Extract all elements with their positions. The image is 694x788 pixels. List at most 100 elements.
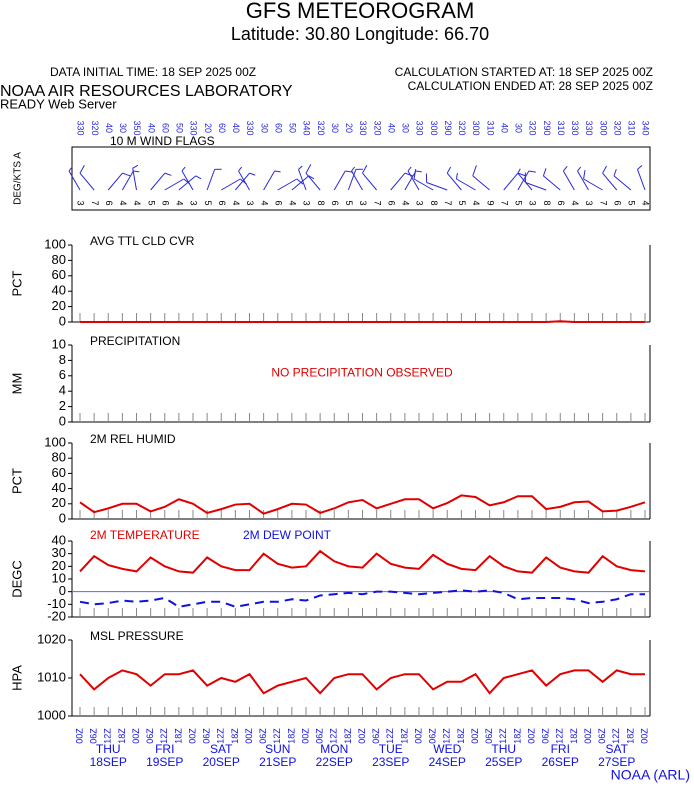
legend-entry: 2M DEW POINT xyxy=(243,528,332,542)
wind-shaft xyxy=(517,172,533,191)
init-time: DATA INITIAL TIME: 18 SEP 2025 00Z xyxy=(50,65,256,79)
wind-barb xyxy=(107,172,131,191)
day-weekday: FRI xyxy=(551,742,570,756)
hour-label: 00Z xyxy=(74,728,84,744)
wind-speed: 3 xyxy=(245,200,255,205)
wind-speed: 4 xyxy=(471,200,481,205)
wind-direction: 50 xyxy=(175,123,185,133)
wind-speed: 6 xyxy=(556,200,566,205)
wind-feather xyxy=(305,164,312,174)
y-tick-label: 1020 xyxy=(37,631,66,646)
wind-barb xyxy=(390,172,413,191)
wind-direction: 40 xyxy=(104,123,114,133)
wind-shaft xyxy=(413,178,434,191)
wind-direction: 40 xyxy=(146,123,156,133)
wind-barb xyxy=(446,166,462,191)
wind-feather xyxy=(517,168,521,174)
day-date: 26SEP xyxy=(542,755,579,769)
wind-barb xyxy=(333,170,354,191)
wind-direction: 60 xyxy=(273,123,283,133)
legend-entry: 2M TEMPERATURE xyxy=(90,528,200,542)
wind-speed: 4 xyxy=(231,200,241,205)
calc-started: CALCULATION STARTED AT: 18 SEP 2025 00Z xyxy=(395,65,653,79)
y-tick-label: 100 xyxy=(44,434,66,449)
wind-barb xyxy=(298,165,307,191)
wind-direction: 40 xyxy=(499,123,509,133)
wind-direction: 30 xyxy=(330,123,340,133)
wind-barb xyxy=(524,172,547,191)
hour-label: 18Z xyxy=(399,728,409,744)
y-tick-label: 80 xyxy=(52,252,66,267)
y-tick-label: 8 xyxy=(59,352,66,367)
hour-label: 18Z xyxy=(230,728,240,744)
wind-feather xyxy=(528,170,536,173)
wind-feather xyxy=(274,170,281,173)
hour-label: 18Z xyxy=(512,728,522,744)
panel-title: MSL PRESSURE xyxy=(90,629,184,643)
wind-shaft xyxy=(220,178,241,191)
wind-speed: 4 xyxy=(118,200,128,205)
wind-barb xyxy=(164,178,191,191)
wind-barb xyxy=(472,165,490,191)
wind-speed: 6 xyxy=(160,200,170,205)
hour-label: 12Z xyxy=(385,728,395,744)
wind-shaft xyxy=(351,170,363,191)
day-date: 23SEP xyxy=(372,755,409,769)
wind-direction: 300 xyxy=(598,120,608,135)
series-line xyxy=(79,669,645,695)
y-tick-label: 20 xyxy=(52,495,66,510)
day-date: 21SEP xyxy=(259,755,296,769)
y-tick-label: 0 xyxy=(59,510,66,525)
wind-feather xyxy=(308,175,315,180)
wind-feather xyxy=(79,165,85,174)
wind-shaft xyxy=(181,170,194,191)
hour-label: 00Z xyxy=(526,728,536,744)
hour-label: 00Z xyxy=(131,728,141,744)
hour-label: 18Z xyxy=(117,728,127,744)
wind-barb xyxy=(150,172,172,191)
wind-barb xyxy=(132,164,139,191)
wind-feather xyxy=(415,170,422,173)
wind-barb xyxy=(121,170,140,191)
wind-feather xyxy=(195,175,202,180)
wind-direction: 330 xyxy=(358,120,368,135)
panel-title: 10 M WIND FLAGS xyxy=(110,134,215,148)
wind-direction: 40 xyxy=(231,123,241,133)
wind-direction: 320 xyxy=(612,120,622,135)
wind-barb xyxy=(178,175,202,191)
day-date: 25SEP xyxy=(485,755,522,769)
wind-speed: 5 xyxy=(514,200,524,205)
wind-speed: 7 xyxy=(372,200,382,205)
y-tick-label: 1000 xyxy=(37,707,66,722)
y-tick-label: 60 xyxy=(52,465,66,480)
wind-feather xyxy=(362,165,368,174)
wind-shaft xyxy=(347,169,357,191)
y-tick-label: 20 xyxy=(52,298,66,313)
wind-speed: 4 xyxy=(259,200,269,205)
wind-barb xyxy=(79,165,95,191)
y-tick-label: 0 xyxy=(59,583,66,598)
wind-direction: 350 xyxy=(132,120,142,135)
wind-shaft xyxy=(333,170,346,191)
hour-label: 12Z xyxy=(498,728,508,744)
wind-direction: 60 xyxy=(160,123,170,133)
wind-speed: 4 xyxy=(132,200,142,205)
wind-speed: 5 xyxy=(203,200,213,205)
wind-barb xyxy=(206,168,222,191)
hour-label: 06Z xyxy=(597,728,607,744)
wind-barb xyxy=(277,178,304,191)
subtitle: Latitude: 30.80 Longitude: 66.70 xyxy=(231,24,489,44)
day-date: 27SEP xyxy=(598,755,635,769)
hour-label: 12Z xyxy=(159,728,169,744)
wind-feather xyxy=(132,164,139,169)
wind-direction: 320 xyxy=(457,120,467,135)
y-label: MM xyxy=(9,373,24,395)
hour-label: 00Z xyxy=(187,728,197,744)
wind-shaft xyxy=(291,175,310,191)
day-weekday: SAT xyxy=(606,742,629,756)
series-line xyxy=(79,549,646,574)
wind-barb xyxy=(407,166,420,191)
wind-direction: 320 xyxy=(372,120,382,135)
wind-speed: 6 xyxy=(104,200,114,205)
wind-feather xyxy=(122,172,131,177)
